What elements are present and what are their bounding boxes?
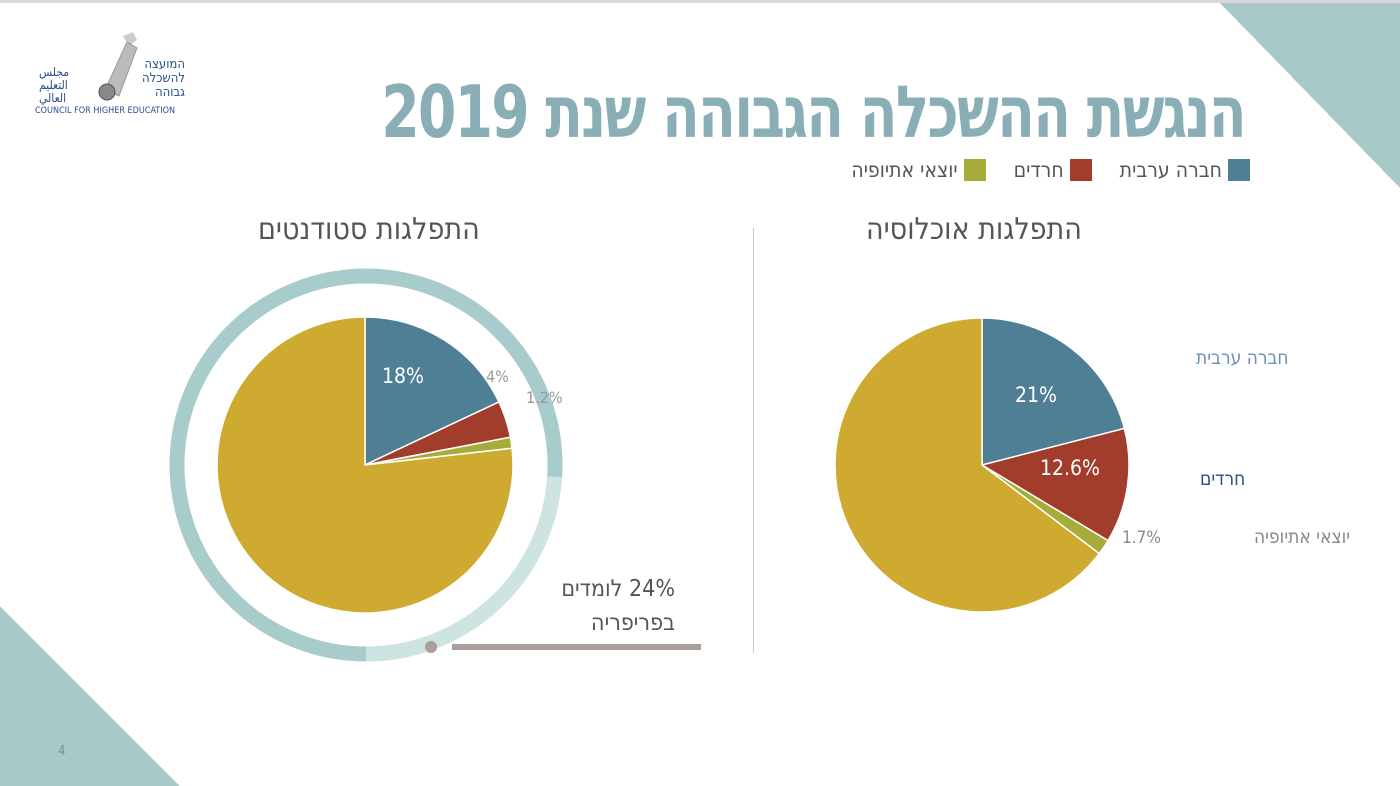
logo-arabic: مجلس التعليم العالي [39,65,70,105]
periphery-line1: 24% לומדים [561,576,675,602]
callout-haredi: חרדים [1200,468,1245,490]
callout-ethiopian: יוצאי אתיופיה [1254,526,1350,548]
legend-swatch [1228,159,1250,181]
periphery-line2: בפריפריה [591,610,675,636]
legend-label: יוצאי אתיופיה [851,158,958,182]
legend: חברה ערבית חרדים יוצאי אתיופיה [851,158,1250,182]
label-4: 4% [486,367,509,386]
students-pie [216,316,514,614]
callout-arab: חברה ערבית [1196,347,1289,369]
legend-item-haredi: חרדים [1014,158,1092,182]
logo-english: COUNCIL FOR HIGHER EDUCATION [35,106,176,116]
legend-swatch [1069,159,1092,181]
legend-swatch [963,159,986,181]
divider [753,228,754,653]
scroll-icon [98,32,138,101]
label-1.7: 1.7% [1122,528,1161,548]
legend-label: חברה ערבית [1119,158,1222,182]
ring-segment-periphery [365,476,563,662]
students-chart-title: התפלגות סטודנטים [258,212,480,247]
logo-hebrew: המועצה להשכלה גבוהה [141,57,185,100]
pie-slice [981,317,1126,466]
ring-segment-other [169,268,563,662]
slide-title: הנגשת ההשכלה הגבוהה שנת 2019 [381,70,1246,154]
legend-item-ethiopian: יוצאי אתיופיה [851,158,986,182]
corner-decoration-top-right [1220,3,1400,188]
label-18: 18% [382,364,424,388]
label-21: 21% [1015,383,1057,407]
corner-decoration-bottom-left [0,606,180,786]
legend-label: חרדים [1013,158,1064,182]
label-1.2: 1.2% [526,388,563,407]
top-bar [0,0,1400,3]
label-12.6: 12.6% [1040,456,1100,480]
population-pie [834,317,1130,613]
pie-slice [364,316,500,467]
population-chart-title: התפלגות אוכלוסיה [866,212,1082,247]
pie-slice [216,316,514,614]
periphery-ring [169,268,563,662]
council-logo: המועצה להשכלה גבוהה مجلس التعليم العالي … [35,28,185,120]
pie-slice [834,317,1101,613]
pie-slice [980,427,1130,542]
legend-item-arab: חברה ערבית [1120,158,1250,182]
page-number: 4 [58,744,66,759]
periphery-marker [425,641,437,653]
periphery-text: 24% לומדים בפריפריה [555,572,675,640]
